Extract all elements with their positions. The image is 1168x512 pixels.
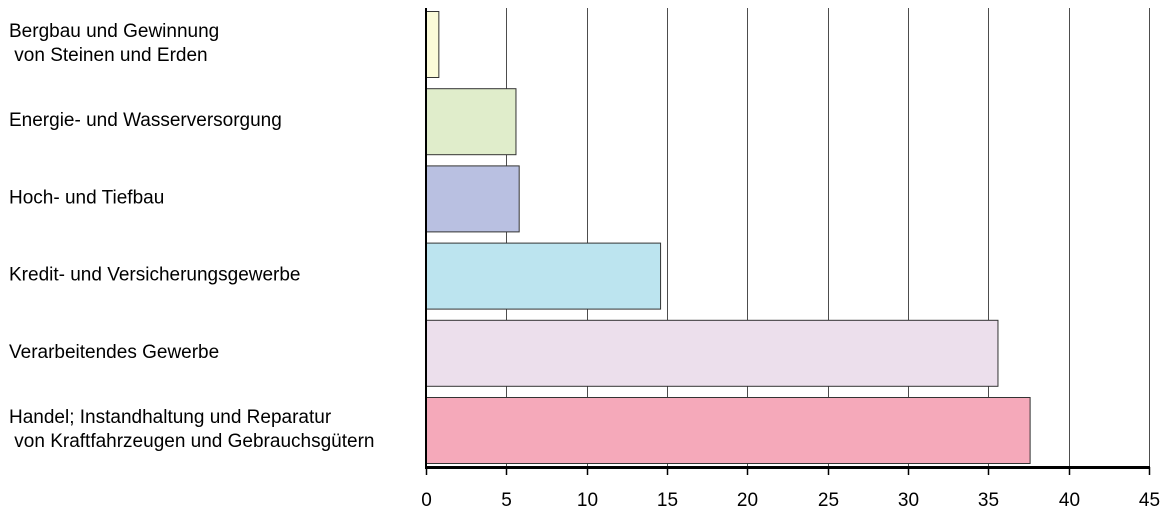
x-tick-label: 40 (1059, 490, 1080, 511)
category-label-line: Bergbau und Gewinnung (9, 21, 219, 42)
category-label-line: Kredit- und Versicherungsgewerbe (9, 265, 301, 286)
category-label-line: Hoch- und Tiefbau (9, 187, 164, 208)
x-tick-label: 45 (1139, 490, 1160, 511)
category-label-5: Handel; Instandhaltung und Reparatur von… (9, 407, 374, 452)
x-tick-label: 35 (978, 490, 999, 511)
x-tick-label: 5 (501, 490, 512, 511)
bar-5 (426, 397, 1031, 464)
x-tick-label: 10 (577, 490, 598, 511)
category-label-0: Bergbau und Gewinnung von Steinen und Er… (9, 21, 219, 66)
gridlines (506, 8, 1150, 467)
category-label-4: Verarbeitendes Gewerbe (9, 342, 219, 363)
category-label-line: Handel; Instandhaltung und Reparatur (9, 407, 332, 428)
category-label-line: von Kraftfahrzeugen und Gebrauchsgütern (9, 431, 374, 452)
x-tick-label: 25 (818, 490, 839, 511)
category-label-1: Energie- und Wasserversorgung (9, 110, 282, 131)
category-labels: Bergbau und Gewinnung von Steinen und Er… (9, 21, 374, 452)
x-tick-label: 30 (898, 490, 919, 511)
bar-0 (426, 11, 440, 78)
x-axis: 0 5 10 15 20 25 30 35 40 45 (421, 8, 1160, 511)
x-tick-label: 15 (657, 490, 678, 511)
x-tick-label: 20 (737, 490, 758, 511)
category-label-line: von Steinen und Erden (9, 45, 208, 66)
category-label-2: Hoch- und Tiefbau (9, 187, 164, 208)
category-label-3: Kredit- und Versicherungsgewerbe (9, 265, 301, 286)
bar-2 (426, 165, 520, 233)
bar-3 (426, 242, 662, 310)
bar-4 (426, 319, 999, 387)
category-label-line: Verarbeitendes Gewerbe (9, 342, 219, 363)
bar-1 (426, 88, 517, 156)
x-tick-label: 0 (421, 490, 432, 511)
category-label-line: Energie- und Wasserversorgung (9, 110, 282, 131)
bars (426, 11, 1031, 464)
